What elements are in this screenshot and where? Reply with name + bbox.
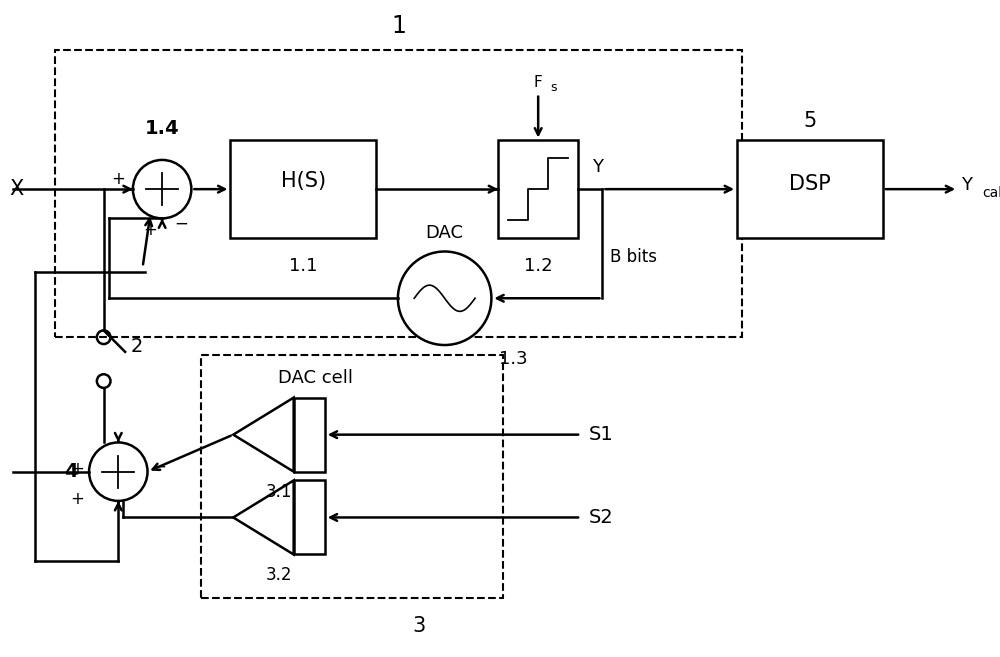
Text: DAC: DAC: [426, 224, 464, 242]
Text: 1.4: 1.4: [145, 120, 179, 139]
Bar: [294, 480, 325, 555]
Text: s: s: [550, 81, 556, 94]
Text: F: F: [534, 75, 543, 90]
Circle shape: [398, 252, 491, 345]
Text: H(S): H(S): [281, 171, 326, 191]
Text: +: +: [70, 460, 84, 478]
Text: DSP: DSP: [789, 174, 831, 194]
Text: S2: S2: [589, 508, 614, 527]
Text: Y: Y: [592, 158, 603, 177]
Circle shape: [133, 160, 191, 218]
Text: +: +: [70, 490, 84, 508]
Bar: [230, 141, 376, 238]
Text: 3.2: 3.2: [266, 566, 292, 584]
Text: 1.2: 1.2: [524, 258, 552, 275]
Text: cal: cal: [982, 186, 1000, 200]
Text: −: −: [174, 214, 188, 233]
Text: 3.1: 3.1: [266, 484, 292, 501]
Text: 3: 3: [412, 616, 425, 636]
Text: X: X: [9, 179, 23, 199]
Text: 4: 4: [64, 462, 77, 481]
Bar: [498, 141, 578, 238]
Text: +: +: [144, 221, 157, 239]
Text: Y: Y: [961, 176, 972, 194]
Bar: [737, 141, 883, 238]
Circle shape: [89, 442, 148, 501]
Text: 1.1: 1.1: [289, 258, 318, 275]
Bar: [294, 397, 325, 472]
Text: B bits: B bits: [610, 248, 657, 265]
Text: 1: 1: [391, 14, 406, 38]
Bar: [201, 355, 503, 599]
Bar: [55, 50, 742, 337]
Text: −: −: [152, 458, 166, 476]
Text: 2: 2: [131, 338, 143, 357]
Text: +: +: [111, 170, 125, 189]
Text: S1: S1: [589, 425, 614, 444]
Text: DAC cell: DAC cell: [278, 369, 353, 388]
Polygon shape: [233, 480, 294, 555]
Polygon shape: [233, 397, 294, 472]
Text: 1.3: 1.3: [499, 350, 528, 368]
Text: 5: 5: [803, 110, 817, 131]
